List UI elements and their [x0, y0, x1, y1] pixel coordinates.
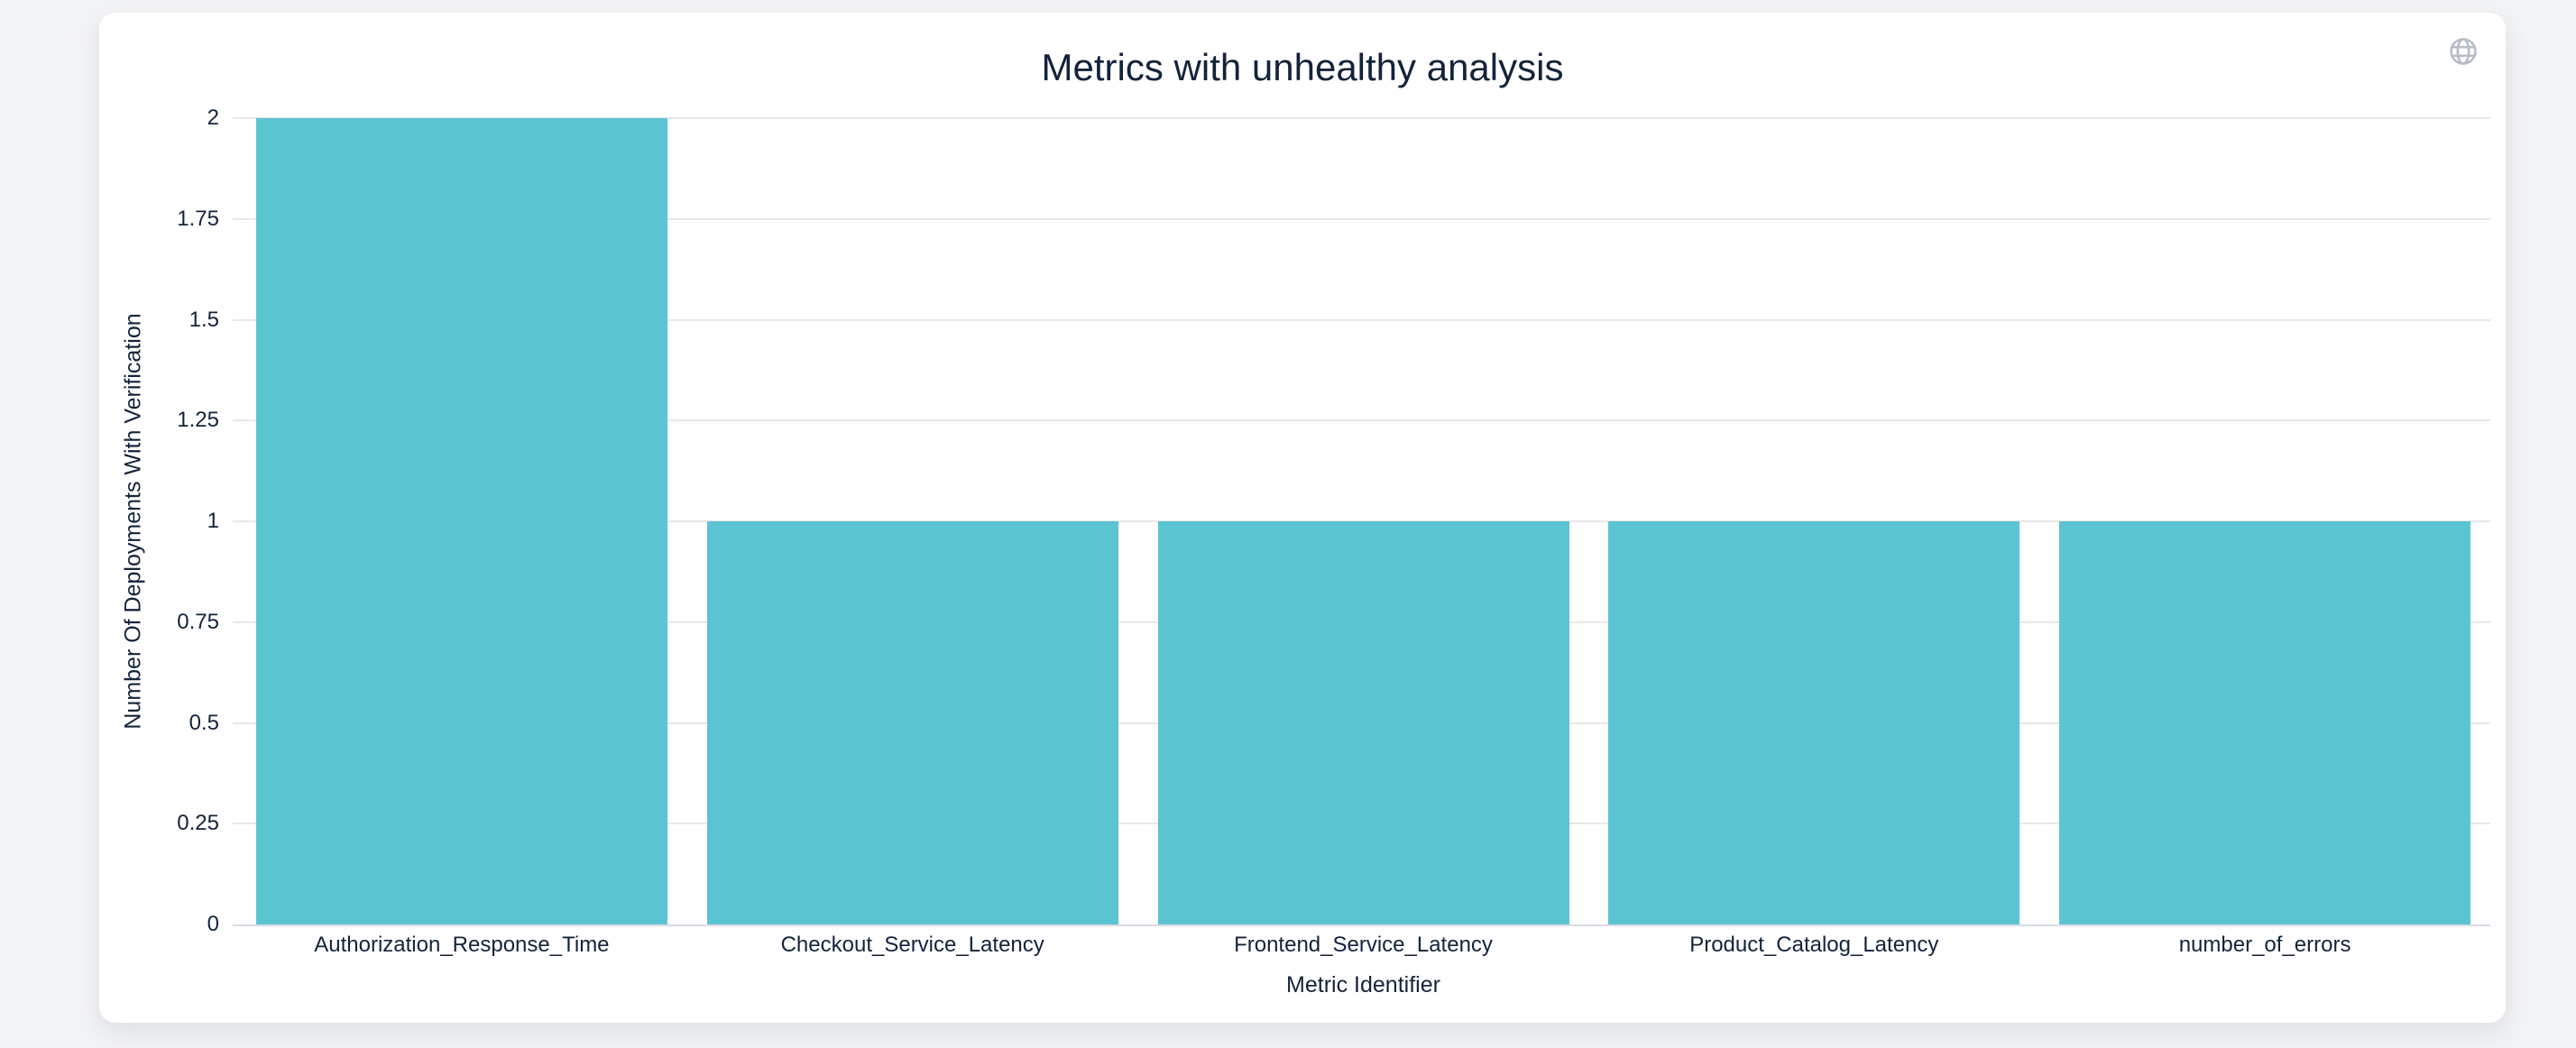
x-tick-label: number_of_errors: [2178, 933, 2351, 957]
y-tick-label: 1.5: [189, 307, 219, 332]
bar-Checkout_Service_Latency[interactable]: [706, 521, 1118, 924]
globe-icon: [2448, 36, 2479, 67]
gridline: [233, 419, 2490, 422]
bar-Authorization_Response_Time[interactable]: [255, 118, 667, 924]
x-tick-label: Authorization_Response_Time: [314, 933, 610, 957]
y-tick-label: 0.25: [177, 811, 219, 836]
chart-title: Metrics with unhealthy analysis: [1041, 46, 1564, 88]
x-tick-label: Product_Catalog_Latency: [1689, 933, 1939, 957]
y-tick-label: 0.75: [177, 609, 219, 634]
y-tick-label: 0.5: [189, 710, 219, 735]
y-tick-label: 1.25: [177, 408, 219, 433]
y-tick-label: 1: [207, 509, 219, 533]
x-axis-line: [233, 924, 2490, 926]
bar-Frontend_Service_Latency[interactable]: [1157, 521, 1569, 924]
y-tick-label: 1.75: [177, 206, 219, 231]
chart-card: Metrics with unhealthy analysis Number O…: [99, 13, 2506, 1023]
bar-number_of_errors[interactable]: [2059, 521, 2471, 924]
gridline: [233, 117, 2490, 119]
x-tick-label: Frontend_Service_Latency: [1234, 933, 1493, 957]
x-axis-title: Metric Identifier: [1286, 972, 1440, 997]
globe-icon-button[interactable]: [2448, 36, 2479, 67]
gridline: [233, 217, 2490, 220]
gridline: [233, 318, 2490, 321]
x-tick-label: Checkout_Service_Latency: [780, 933, 1044, 957]
y-tick-label: 2: [207, 106, 219, 130]
bar-Product_Catalog_Latency[interactable]: [1608, 521, 2020, 924]
y-tick-label: 0: [207, 912, 219, 936]
